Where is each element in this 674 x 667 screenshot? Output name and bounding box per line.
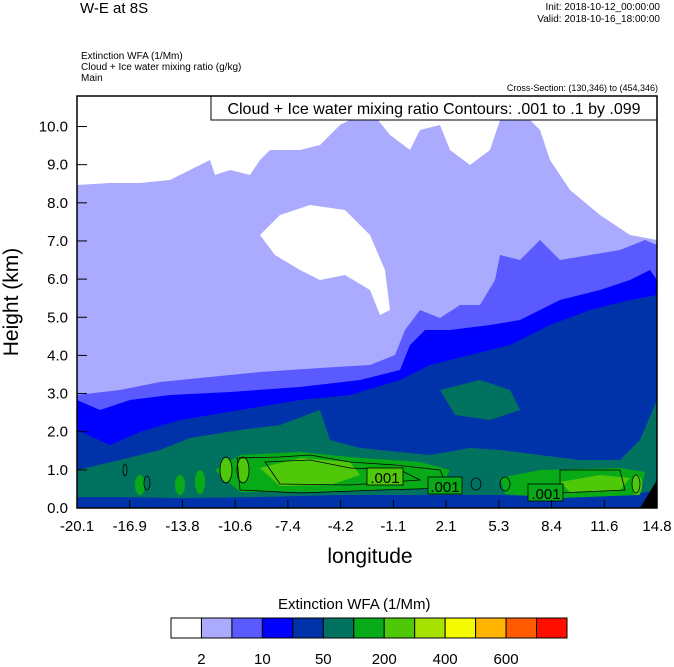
colorbar xyxy=(170,617,568,639)
colorbar-swatch xyxy=(170,617,202,639)
main-title: W-E at 8S xyxy=(80,0,149,17)
field-blob xyxy=(175,475,185,495)
y-tick-label: 6.0 xyxy=(47,271,68,288)
field-label: Main xyxy=(81,73,103,84)
y-tick-label: 9.0 xyxy=(47,157,68,174)
x-tick-label: 14.8 xyxy=(642,518,671,535)
x-tick-label: -16.9 xyxy=(113,518,147,535)
field-light-green-right xyxy=(560,475,630,492)
colorbar-swatch xyxy=(292,617,324,639)
colorbar-swatch xyxy=(475,617,507,639)
x-tick-label: 8.4 xyxy=(541,518,562,535)
x-tick-label: 11.6 xyxy=(590,518,618,535)
plot-frame xyxy=(76,95,658,509)
field-blob xyxy=(632,475,642,495)
terrain xyxy=(640,480,657,508)
x-tick-label: -4.2 xyxy=(328,518,354,535)
field-teal-patch xyxy=(440,380,520,420)
colorbar-label: 600 xyxy=(493,651,519,667)
y-axis: 0.0 1.0 2.0 3.0 4.0 5.0 6.0 7.0 8.0 9.0 10.0 xyxy=(39,119,87,517)
colorbar-swatch xyxy=(322,617,355,639)
colorbar-label: 10 xyxy=(254,651,271,667)
colorbar-swatch xyxy=(536,617,568,639)
colorbar-swatch xyxy=(505,617,538,639)
y-tick-label: 5.0 xyxy=(47,309,68,326)
colorbar-label: 2 xyxy=(197,651,206,667)
x-tick-label: -10.6 xyxy=(218,518,252,535)
y-tick-label: 8.0 xyxy=(47,195,68,212)
colorbar-swatch xyxy=(200,617,233,639)
x-axis: -20.1 -16.9 -13.8 -10.6 -7.4 -4.2 -1.1 2.1 5.3 8.… xyxy=(60,500,672,535)
field-blob xyxy=(135,475,145,495)
x-tick-label: -1.1 xyxy=(380,518,406,535)
chart-title: Cloud + Ice water mixing ratio Contours:… xyxy=(227,101,640,118)
x-tick-label: -7.4 xyxy=(275,518,301,535)
contour-label: .001 xyxy=(531,486,560,503)
field-blob xyxy=(237,458,249,482)
y-tick-label: 1.0 xyxy=(47,462,68,479)
field-label: Extinction WFA (1/Mm) xyxy=(81,51,183,62)
y-tick-label: 7.0 xyxy=(47,233,68,250)
y-tick-label: 0.0 xyxy=(47,500,68,517)
field-white-blob xyxy=(260,205,390,315)
y-tick-label: 4.0 xyxy=(47,347,68,364)
colorbar-label: 400 xyxy=(432,651,458,667)
y-tick-label: 2.0 xyxy=(47,424,68,441)
x-tick-label: -20.1 xyxy=(60,518,94,535)
init-time: Init: 2018-10-12_00:00:00 xyxy=(545,2,660,13)
contour-labels: .001 .001 .001 xyxy=(366,467,564,503)
colorbar-swatch xyxy=(261,617,294,639)
colorbar-swatch xyxy=(444,617,477,639)
field-blob xyxy=(220,458,232,482)
colorbar-swatch xyxy=(383,617,416,639)
colorbar-title: Extinction WFA (1/Mm) xyxy=(278,596,431,613)
colorbar-swatch xyxy=(414,617,446,639)
x-tick-label: 2.1 xyxy=(436,518,457,535)
contour-label: .001 xyxy=(430,479,459,496)
colorbar-label: 50 xyxy=(314,651,332,667)
x-tick-label: 5.3 xyxy=(488,518,509,535)
contour-label: .001 xyxy=(370,470,399,487)
plot-area: .001 .001 .001 Cloud + Ice water mixing … xyxy=(77,96,657,508)
cross-section-label: Cross-Section: (130,346) to (454,346) xyxy=(506,83,658,93)
colorbar-label: 200 xyxy=(371,651,397,667)
field-blob xyxy=(195,470,205,494)
x-tick-label: -13.8 xyxy=(165,518,199,535)
colorbar-swatch xyxy=(231,617,263,639)
y-tick-label: 10.0 xyxy=(39,119,68,136)
chart-title-box xyxy=(210,96,657,121)
field-white xyxy=(77,96,657,240)
colorbar-swatch xyxy=(353,617,385,639)
valid-time: Valid: 2018-10-16_18:00:00 xyxy=(537,14,660,25)
x-axis-label: longitude xyxy=(327,545,412,568)
field-label: Cloud + Ice water mixing ratio (g/kg) xyxy=(81,62,242,73)
y-tick-label: 3.0 xyxy=(47,386,68,403)
y-axis-label: Height (km) xyxy=(0,248,23,357)
